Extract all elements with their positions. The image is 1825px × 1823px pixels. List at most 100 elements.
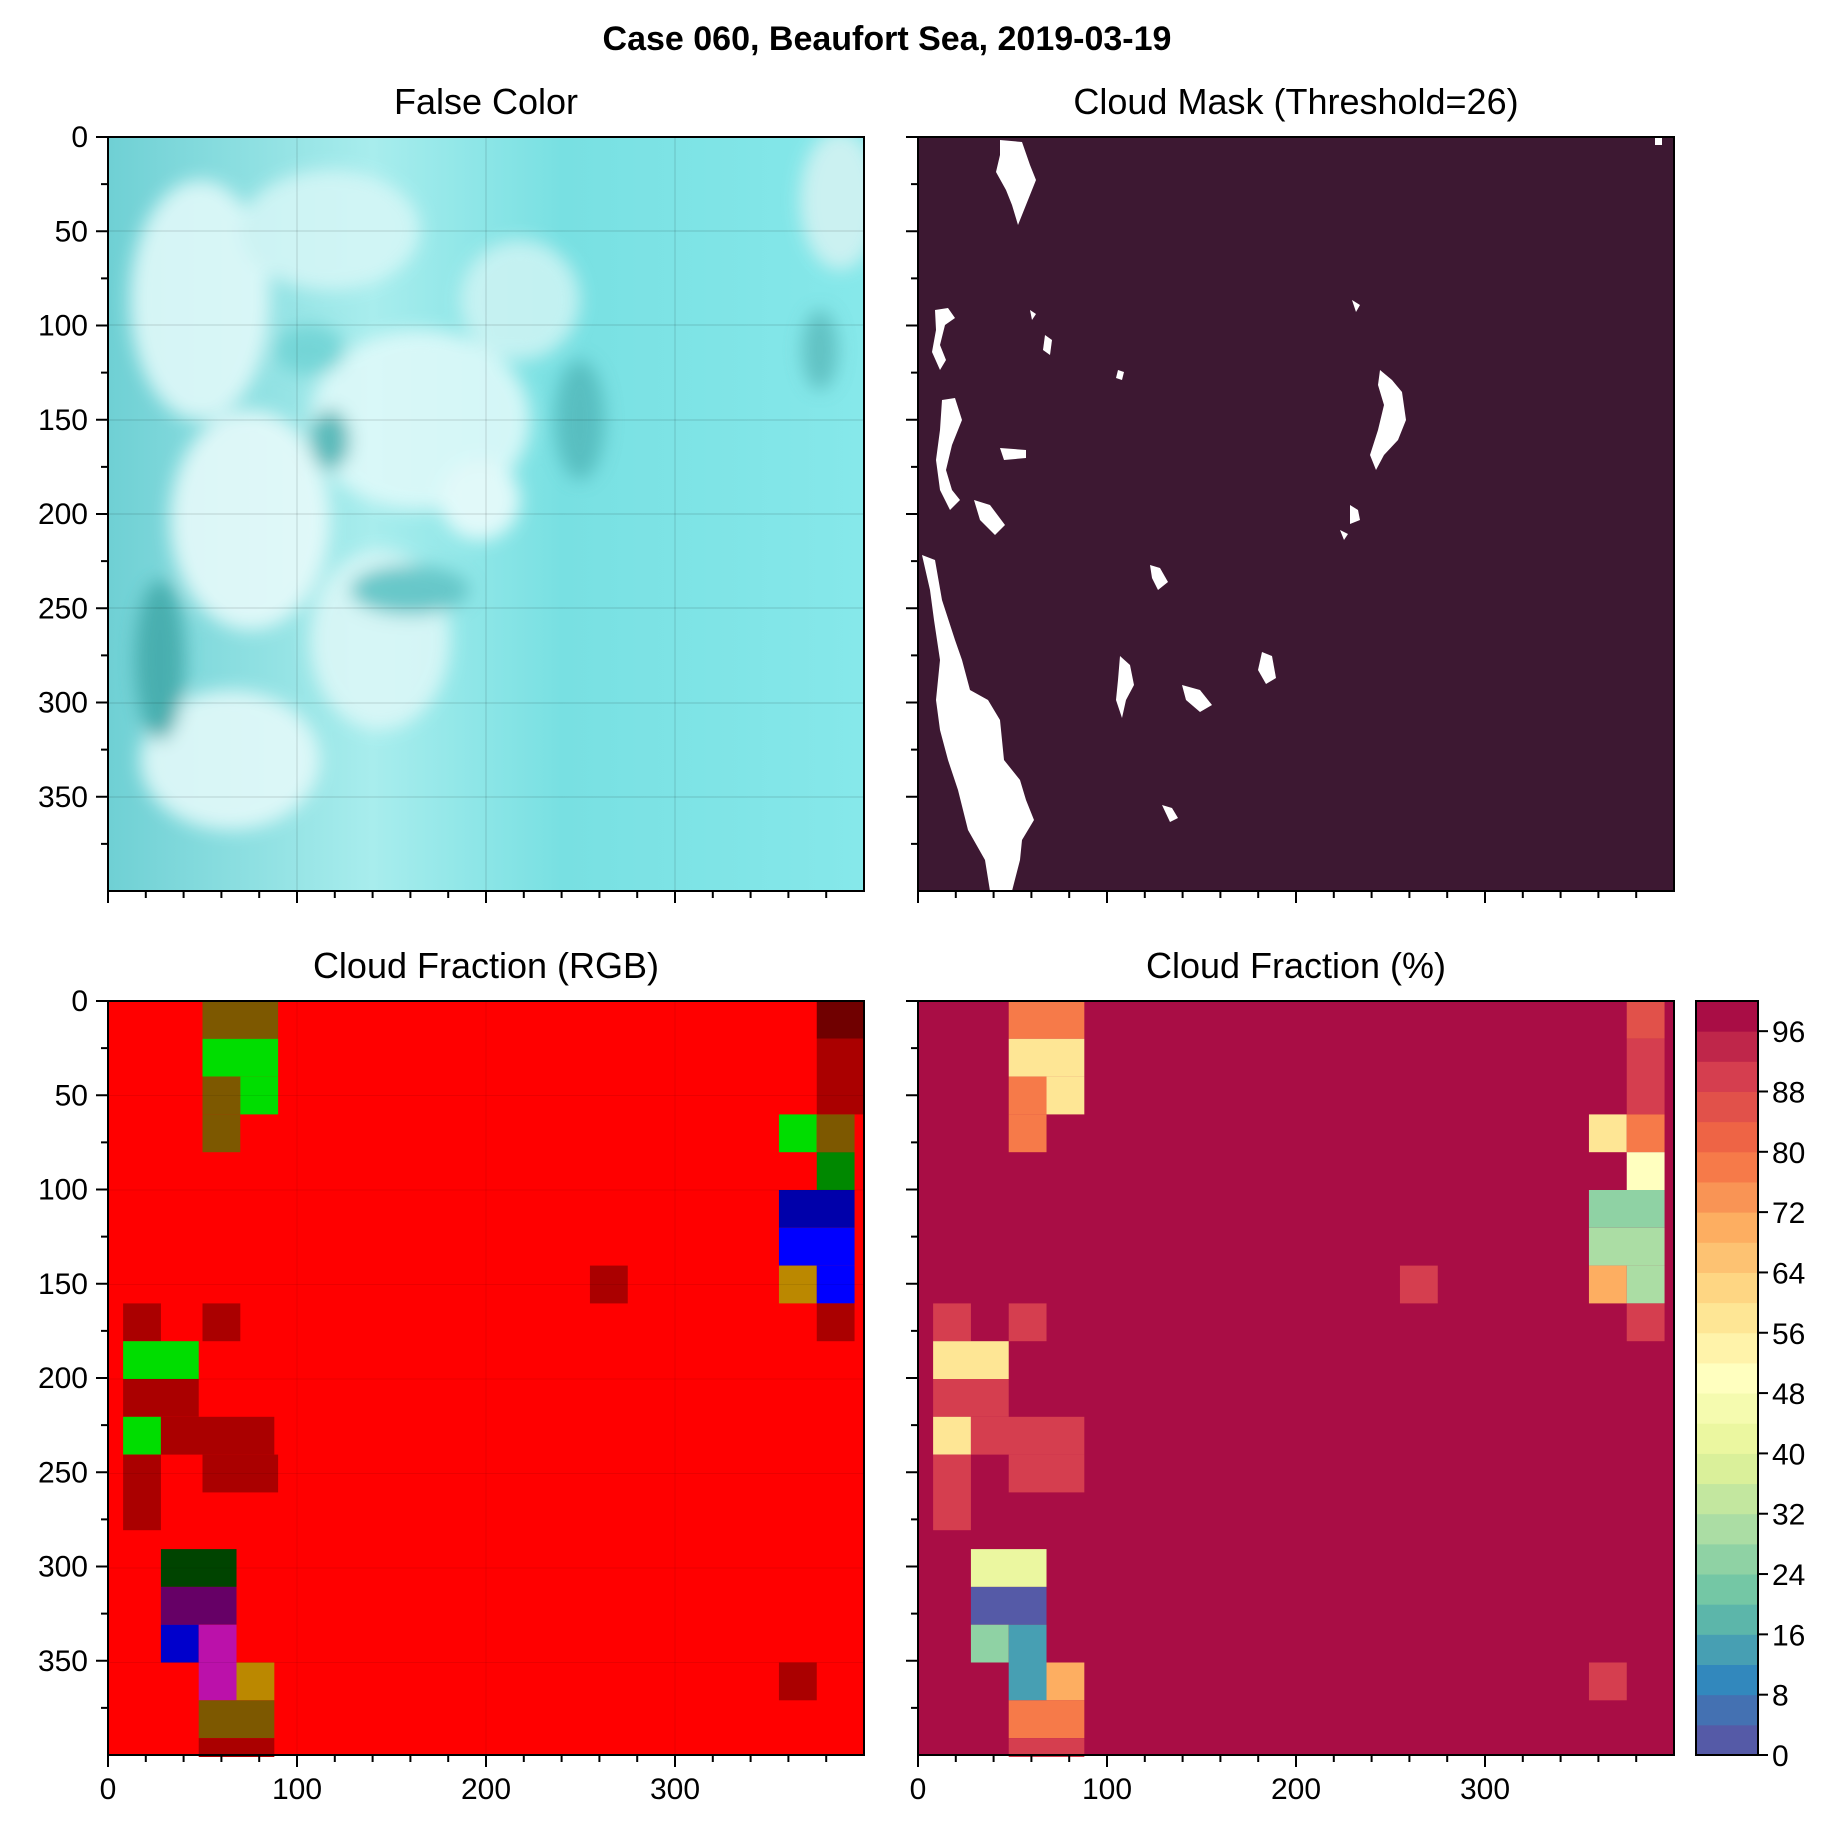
colorbar-bin <box>1696 1212 1758 1243</box>
colorbar-tick-label: 88 <box>1772 1076 1805 1109</box>
colorbar-bin <box>1696 1362 1758 1394</box>
cf-pct-cell <box>1046 1662 1085 1701</box>
colorbar-tick-label: 72 <box>1772 1197 1805 1230</box>
y-tick-label: 250 <box>38 1456 88 1489</box>
panel-title-false-color: False Color <box>394 81 578 122</box>
colorbar-bin <box>1696 1393 1758 1424</box>
colorbar-bin <box>1696 1423 1758 1454</box>
false-color-grid <box>108 137 864 891</box>
x-tick-label: 0 <box>910 1773 927 1806</box>
axis-ticks-cloud-mask <box>906 136 1638 903</box>
y-tick-label: 100 <box>38 310 88 343</box>
colorbar-ticks: 0 8 16 24 32 40 48 56 64 72 80 88 96 <box>1758 1016 1805 1773</box>
colorbar-bin <box>1696 1181 1758 1213</box>
colorbar-bin <box>1696 1031 1758 1062</box>
colorbar-tick-label: 48 <box>1772 1378 1805 1411</box>
cf-pct-cell <box>1626 1303 1665 1342</box>
panel-cf-pct: Cloud Fraction (%) 0 100 200 300 <box>906 945 1675 1806</box>
colorbar-bin <box>1696 1483 1758 1515</box>
colorbar-bin <box>1696 1151 1758 1183</box>
cf-rgb-cell <box>123 1341 199 1379</box>
colorbar-bin <box>1696 1061 1758 1092</box>
cf-pct-cell <box>1588 1227 1665 1266</box>
cf-rgb-cell <box>202 1038 279 1077</box>
colorbar-tick-label: 64 <box>1772 1257 1805 1290</box>
colorbar-bin <box>1696 1302 1758 1334</box>
cf-rgb-cells <box>108 1001 864 1757</box>
colorbar-tick-label: 32 <box>1772 1499 1805 1532</box>
cf-pct-cell <box>1626 1001 1665 1039</box>
y-tick-label: 350 <box>38 781 88 814</box>
y-tick-label: 0 <box>71 121 88 154</box>
colorbar-bins <box>1696 1001 1758 1756</box>
cf-pct-cell <box>1008 1303 1047 1342</box>
panel-cf-rgb: Cloud Fraction (RGB) 0 100 200 300 0 50 100 150… <box>38 945 865 1806</box>
colorbar-tick-label: 40 <box>1772 1438 1805 1471</box>
mask-background <box>918 137 1674 891</box>
cf-pct-cell <box>970 1586 1047 1625</box>
cf-pct-cell <box>1008 1076 1047 1115</box>
axis-ticks-cf-pct: 0 100 200 300 <box>906 1000 1638 1806</box>
cf-rgb-cell <box>123 1303 161 1342</box>
cf-rgb-cell <box>123 1454 161 1531</box>
colorbar-bin <box>1696 1604 1758 1635</box>
colorbar-bin <box>1696 1694 1758 1726</box>
colorbar-bin <box>1696 1724 1758 1756</box>
cf-pct-cell <box>933 1341 1009 1379</box>
x-tick-label: 100 <box>272 1773 322 1806</box>
mask-clouds <box>922 137 1662 891</box>
cf-rgb-cell <box>160 1549 237 1587</box>
cf-rgb-cell <box>778 1114 817 1153</box>
cf-rgb-cell <box>778 1662 817 1701</box>
y-tick-label: 50 <box>55 1079 88 1112</box>
x-tick-label: 0 <box>100 1773 117 1806</box>
cf-rgb-cell <box>160 1416 275 1455</box>
colorbar-bin <box>1696 1242 1758 1273</box>
false-color-image <box>108 137 864 891</box>
x-tick-label: 200 <box>1271 1773 1321 1806</box>
cf-rgb-cell <box>240 1076 279 1115</box>
figure-title: Case 060, Beaufort Sea, 2019-03-19 <box>603 20 1172 58</box>
cf-rgb-cell <box>123 1379 199 1417</box>
cf-pct-cell <box>1588 1662 1627 1701</box>
cf-pct-cell <box>933 1303 971 1342</box>
cf-pct-cell <box>933 1416 971 1455</box>
cf-pct-cell <box>1626 1038 1665 1115</box>
panel-false-color: False Color <box>38 81 865 903</box>
cf-pct-cell <box>1626 1265 1665 1304</box>
cf-rgb-cell <box>160 1624 199 1663</box>
cf-rgb-cell <box>236 1662 275 1701</box>
cf-pct-cell <box>1008 1624 1047 1701</box>
cf-rgb-cell <box>202 1076 241 1115</box>
cf-pct-cells <box>918 1001 1674 1757</box>
cf-rgb-cell <box>198 1738 275 1757</box>
cf-pct-cell <box>970 1416 1085 1455</box>
cf-rgb-cell <box>816 1114 855 1153</box>
colorbar-tick-label: 80 <box>1772 1137 1805 1170</box>
colorbar-tick-label: 24 <box>1772 1559 1805 1592</box>
x-tick-label: 300 <box>1460 1773 1510 1806</box>
x-tick-label: 300 <box>650 1773 700 1806</box>
cf-pct-cell <box>1008 1038 1085 1077</box>
panel-title-cf-pct: Cloud Fraction (%) <box>1146 945 1446 986</box>
cf-pct-cell <box>1626 1152 1665 1190</box>
y-tick-label: 300 <box>38 687 88 720</box>
y-tick-label: 200 <box>38 1362 88 1395</box>
y-tick-label: 150 <box>38 404 88 437</box>
colorbar-bin <box>1696 1332 1758 1364</box>
cf-rgb-cell <box>778 1265 817 1304</box>
cf-rgb-cell <box>816 1001 864 1039</box>
cf-rgb-cell <box>589 1265 628 1304</box>
cf-pct-cell <box>1588 1190 1665 1228</box>
cf-pct-cell <box>1588 1114 1627 1153</box>
cf-pct-cell <box>1046 1076 1085 1115</box>
colorbar-bin <box>1696 1272 1758 1304</box>
colorbar-tick-label: 16 <box>1772 1619 1805 1652</box>
y-tick-label: 200 <box>38 498 88 531</box>
cloud-mask-image <box>918 137 1674 891</box>
cf-rgb-cell <box>198 1700 275 1739</box>
axis-ticks-false-color: 0 50 100 150 200 250 300 350 <box>38 121 828 903</box>
cf-pct-cell <box>1588 1265 1627 1304</box>
cf-pct-cell <box>1399 1265 1438 1304</box>
